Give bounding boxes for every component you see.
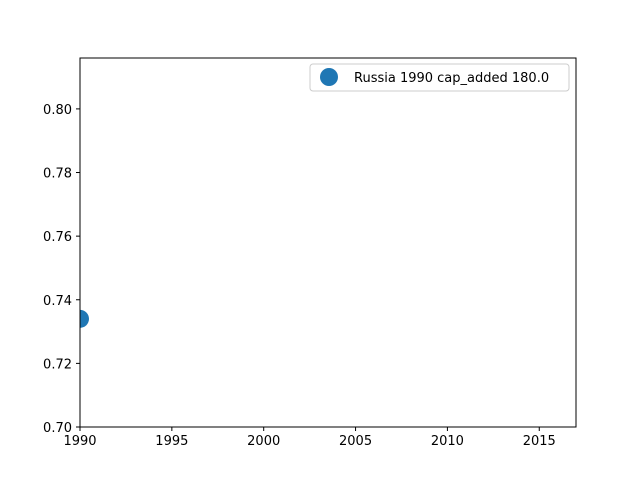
x-tick-label: 1995 [155,434,188,449]
x-tick-label: 1990 [63,434,96,449]
x-tick-label: 2010 [431,434,464,449]
plot-frame [79,57,577,428]
x-tick-label: 2015 [523,434,556,449]
y-tick-label: 0.78 [43,167,72,182]
y-tick-label: 0.76 [43,230,72,245]
legend-box [309,63,570,92]
x-tick-label: 2000 [247,434,280,449]
legend-label: Russia 1990 cap_added 180.0 [354,71,549,86]
legend: Russia 1990 cap_added 180.0 [309,63,570,92]
x-axis: 1990 1995 2000 2005 2010 2015 [63,427,556,449]
x-tick-label: 2005 [339,434,372,449]
y-tick-label: 0.72 [43,357,72,372]
y-axis: 0.70 0.72 0.74 0.76 0.78 0.80 [43,103,80,436]
y-tick-label: 0.70 [43,421,72,436]
data-point [80,309,89,328]
y-tick-label: 0.74 [43,294,72,309]
legend-marker [320,68,338,86]
y-tick-label: 0.80 [43,103,72,118]
data-points [80,309,89,328]
